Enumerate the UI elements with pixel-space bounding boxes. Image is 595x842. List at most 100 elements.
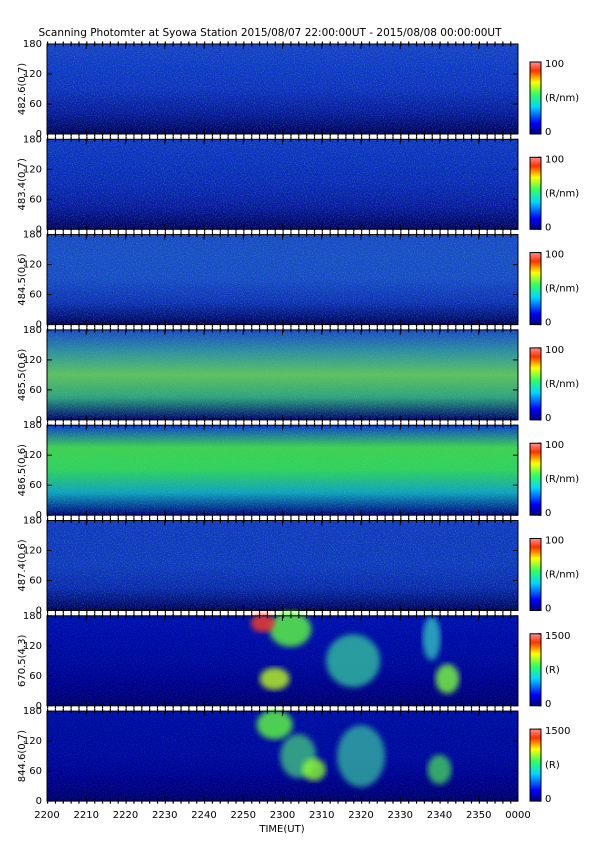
- colorbar: [529, 61, 542, 135]
- y-tick-label: 180: [23, 325, 42, 336]
- y-tick-label: 180: [23, 611, 42, 622]
- colorbar-tick-label: 1500: [545, 631, 570, 642]
- y-tick-label: 0: [36, 320, 42, 331]
- y-tick-label: 180: [23, 516, 42, 527]
- colorbar-tick-label: 100: [545, 154, 564, 165]
- y-axis-label: 484.5(0.6): [17, 253, 28, 305]
- y-tick-label: 180: [23, 420, 42, 431]
- x-tick-label: 2350: [466, 810, 491, 821]
- colorbar-tick-label: 0: [545, 413, 551, 424]
- colorbar-tick-label: 0: [545, 222, 551, 233]
- colorbar-tick-label: 100: [545, 345, 564, 356]
- y-axis-label: 844.6(0.7): [17, 730, 28, 782]
- aurora-feature: [256, 709, 293, 740]
- y-tick-label: 0: [36, 701, 42, 712]
- colorbar-tick-label: 0: [545, 508, 551, 519]
- x-tick-label: 2220: [113, 810, 138, 821]
- colorbar: [529, 252, 542, 326]
- aurora-feature: [259, 667, 290, 690]
- x-tick-label: 0000: [505, 810, 530, 821]
- y-tick-label: 120: [23, 355, 42, 366]
- y-axis-label: 482.6(0.7): [17, 63, 28, 115]
- aurora-feature: [427, 754, 452, 785]
- colorbar-tick-label: 100: [545, 59, 564, 70]
- y-tick-label: 120: [23, 450, 42, 461]
- colorbar-tick-label: 0: [545, 699, 551, 710]
- y-tick-label: 60: [29, 671, 42, 682]
- chart-title: Scanning Photomter at Syowa Station 2015…: [38, 27, 502, 39]
- colorbar-tick-label: 0: [545, 794, 551, 805]
- y-axis-label: 485.5(0.6): [17, 349, 28, 401]
- y-tick-label: 0: [36, 510, 42, 521]
- x-axis-label: TIME(UT): [258, 824, 304, 835]
- colorbar: [529, 538, 542, 611]
- x-tick-label: 2200: [34, 810, 59, 821]
- colorbar-label: (R/nm): [545, 570, 579, 581]
- colorbar-tick-label: 0: [545, 318, 551, 329]
- colorbar-tick-label: 1500: [545, 726, 570, 737]
- y-tick-label: 60: [29, 290, 42, 301]
- x-tick-label: 2320: [348, 810, 373, 821]
- colorbar: [529, 347, 542, 421]
- y-tick-label: 180: [23, 230, 42, 241]
- colorbar-label: (R): [545, 760, 560, 771]
- x-tick-label: 2330: [388, 810, 413, 821]
- y-axis-label: 670.5(4.3): [17, 635, 28, 687]
- heatmap-texture: [47, 329, 518, 420]
- heatmap-texture: [47, 234, 518, 325]
- aurora-feature: [301, 758, 326, 781]
- x-tick-label: 2250: [231, 810, 256, 821]
- colorbar-label: (R/nm): [545, 188, 579, 199]
- y-tick-label: 60: [29, 385, 42, 396]
- colorbar: [529, 156, 542, 230]
- colorbar-label: (R/nm): [545, 474, 579, 485]
- colorbar-tick-label: 100: [545, 250, 564, 261]
- y-tick-label: 0: [36, 224, 42, 235]
- y-tick-label: 60: [29, 480, 42, 491]
- colorbar-tick-label: 0: [545, 127, 551, 138]
- y-tick-label: 180: [23, 39, 42, 50]
- y-axis-label: 487.4(0.6): [17, 539, 28, 591]
- y-axis-label: 486.5(0.6): [17, 444, 28, 496]
- y-axis-label: 483.4(0.7): [17, 158, 28, 210]
- colorbar-tick-label: 100: [545, 536, 564, 547]
- aurora-feature: [435, 664, 460, 694]
- x-tick-label: 2210: [74, 810, 99, 821]
- heatmap-texture: [47, 425, 518, 516]
- colorbar: [529, 442, 542, 516]
- y-tick-label: 60: [29, 766, 42, 777]
- y-tick-label: 0: [36, 606, 42, 617]
- y-tick-label: 0: [36, 415, 42, 426]
- aurora-feature: [250, 613, 275, 633]
- colorbar-label: (R/nm): [545, 93, 579, 104]
- y-tick-label: 60: [29, 194, 42, 205]
- x-tick-label: 2300: [270, 810, 295, 821]
- colorbar-tick-label: 0: [545, 604, 551, 615]
- heatmap-texture: [47, 520, 518, 611]
- y-tick-label: 0: [36, 129, 42, 140]
- colorbar-label: (R/nm): [545, 379, 579, 390]
- y-tick-label: 60: [29, 99, 42, 110]
- y-tick-label: 0: [36, 796, 42, 807]
- colorbar-label: (R/nm): [545, 284, 579, 295]
- y-tick-label: 120: [23, 641, 42, 652]
- colorbar: [529, 728, 542, 802]
- y-tick-label: 180: [23, 706, 42, 717]
- aurora-feature: [337, 725, 385, 788]
- x-tick-label: 2230: [152, 810, 177, 821]
- y-tick-label: 60: [29, 576, 42, 587]
- colorbar-label: (R): [545, 665, 560, 676]
- aurora-feature: [326, 634, 381, 688]
- colorbar-tick-label: 100: [545, 440, 564, 451]
- x-tick-label: 2340: [427, 810, 452, 821]
- x-tick-label: 2310: [309, 810, 334, 821]
- x-tick-label: 2240: [191, 810, 216, 821]
- heatmap-texture: [47, 44, 518, 134]
- y-tick-label: 120: [23, 546, 42, 557]
- y-tick-label: 180: [23, 134, 42, 145]
- y-tick-label: 120: [23, 69, 42, 80]
- y-tick-label: 120: [23, 736, 42, 747]
- colorbar: [529, 633, 542, 707]
- aurora-feature: [422, 616, 441, 661]
